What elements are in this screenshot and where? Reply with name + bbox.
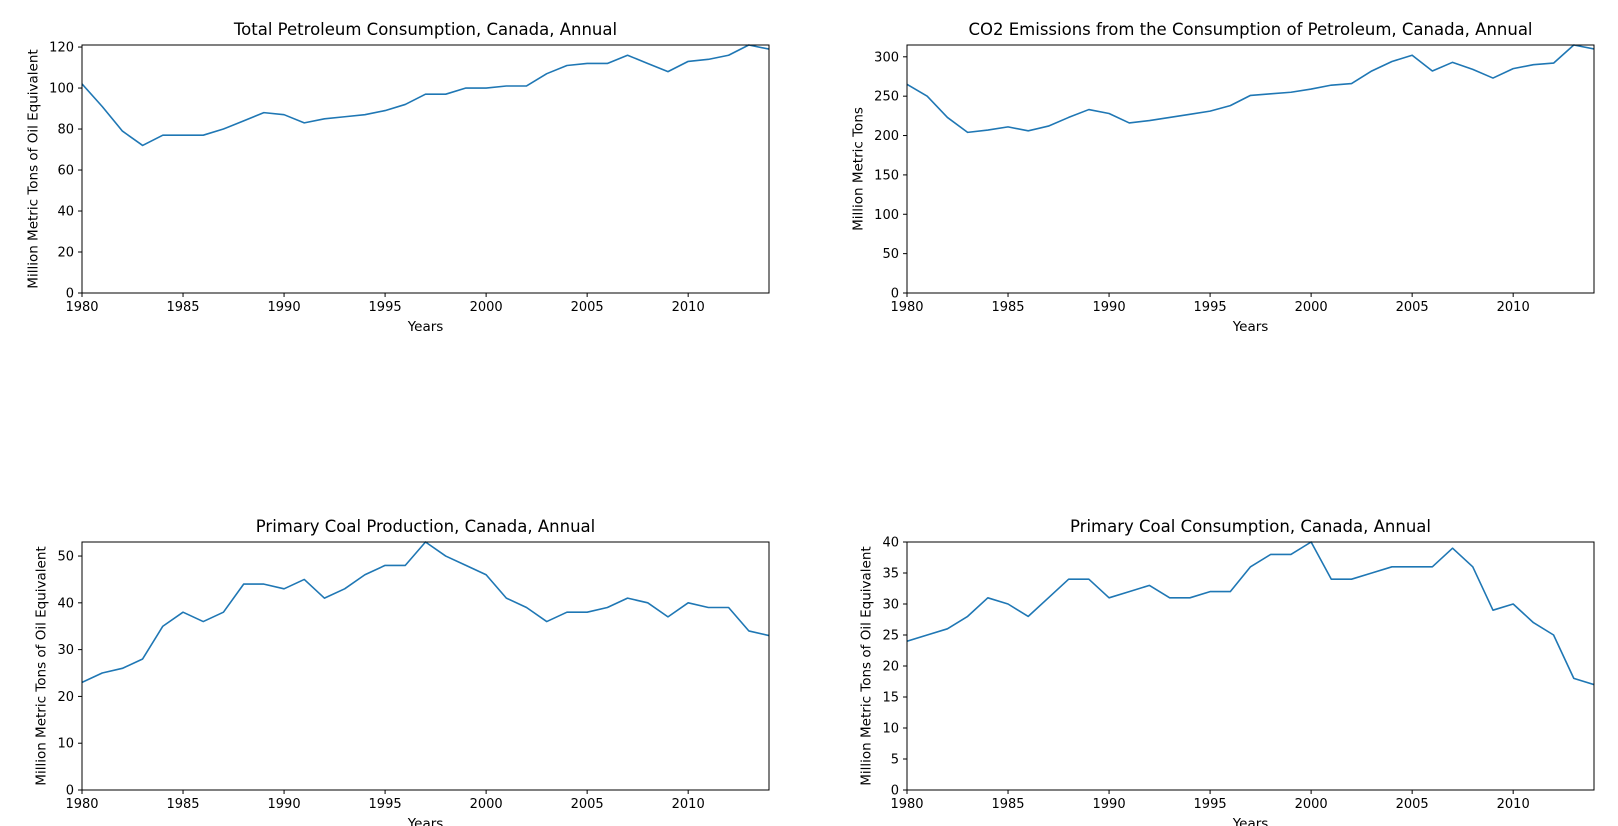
y-tick-label: 10 <box>57 737 74 752</box>
y-tick-label: 200 <box>874 129 899 144</box>
y-tick-label: 35 <box>882 567 899 582</box>
chart-panel-1: 1980 1985 1990 1995 2000 2005 2010 0 20 40 60 80 100… <box>25 20 770 335</box>
chart-title: CO2 Emissions from the Consumption of Pe… <box>968 20 1532 39</box>
series-line-1 <box>82 44 769 147</box>
x-tick-label: 2000 <box>1295 797 1328 812</box>
axes-frame <box>906 541 1595 791</box>
y-tick-label: 100 <box>49 82 74 97</box>
y-tick-label: 20 <box>882 660 899 675</box>
x-tick-label: 2010 <box>1497 797 1530 812</box>
y-tick-label: 25 <box>882 629 899 644</box>
chart-title: Primary Coal Consumption, Canada, Annual <box>1070 517 1431 536</box>
y-tick-label: 10 <box>882 722 899 737</box>
x-tick-label: 1995 <box>1194 797 1227 812</box>
y-tick-label: 40 <box>882 536 899 551</box>
y-tick-label: 0 <box>66 287 74 302</box>
y-tick-label: 0 <box>66 784 74 799</box>
y-tick-label: 100 <box>874 208 899 223</box>
y-tick-label: 40 <box>57 596 74 611</box>
y-axis-label: Million Metric Tons of Oil Equivalent <box>34 546 50 785</box>
x-tick-label: 1985 <box>991 797 1024 812</box>
x-tick-label: 1980 <box>65 300 98 315</box>
x-tick-label: 1980 <box>65 797 98 812</box>
series-line-1 <box>82 541 769 684</box>
x-tick-label: 2000 <box>1295 300 1328 315</box>
x-tick-label: 2000 <box>470 300 503 315</box>
y-tick-label: 150 <box>874 168 899 183</box>
x-tick-label: 2010 <box>1497 300 1530 315</box>
x-tick-label: 1990 <box>268 300 301 315</box>
x-tick-label: 2005 <box>1396 300 1429 315</box>
series-line-1 <box>907 44 1594 134</box>
y-tick-label: 50 <box>57 550 74 565</box>
x-tick-label: 2005 <box>571 300 604 315</box>
x-tick-label: 2005 <box>1396 797 1429 812</box>
x-tick-label: 1990 <box>1093 300 1126 315</box>
x-axis-label: Years <box>407 319 444 335</box>
x-tick-label: 1985 <box>991 300 1024 315</box>
chart-title: Total Petroleum Consumption, Canada, Ann… <box>233 20 617 39</box>
x-tick-label: 2000 <box>470 797 503 812</box>
y-tick-label: 0 <box>891 784 899 799</box>
x-tick-label: 1985 <box>166 300 199 315</box>
y-tick-label: 80 <box>57 123 74 138</box>
y-tick-label: 30 <box>57 643 74 658</box>
x-tick-label: 2010 <box>672 797 705 812</box>
y-tick-label: 120 <box>49 41 74 56</box>
y-tick-label: 30 <box>882 598 899 613</box>
y-tick-label: 250 <box>874 90 899 105</box>
chart-title: Primary Coal Production, Canada, Annual <box>256 517 595 536</box>
axes-frame <box>906 44 1595 294</box>
x-tick-label: 2005 <box>571 797 604 812</box>
y-axis-label: Million Metric Tons of Oil Equivalent <box>25 49 41 288</box>
axes-frame <box>81 44 770 294</box>
y-tick-label: 50 <box>882 247 899 262</box>
x-tick-label: 1990 <box>268 797 301 812</box>
y-tick-label: 0 <box>891 287 899 302</box>
y-tick-label: 40 <box>57 205 74 220</box>
x-tick-label: 1985 <box>166 797 199 812</box>
y-tick-label: 20 <box>57 690 74 705</box>
x-axis-label: Years <box>407 816 444 826</box>
x-tick-label: 1980 <box>890 797 923 812</box>
y-tick-label: 20 <box>57 246 74 261</box>
x-axis-label: Years <box>1232 816 1269 826</box>
y-tick-label: 60 <box>57 164 74 179</box>
x-tick-label: 2010 <box>672 300 705 315</box>
series-line-1 <box>907 541 1594 686</box>
x-tick-label: 1995 <box>369 300 402 315</box>
x-tick-label: 1995 <box>369 797 402 812</box>
x-tick-label: 1980 <box>890 300 923 315</box>
axes-frame <box>81 541 770 791</box>
y-axis-label: Million Metric Tons <box>850 107 866 231</box>
x-axis-label: Years <box>1232 319 1269 335</box>
chart-panel-2: 1980 1985 1990 1995 2000 2005 2010 0 50 100 150 200… <box>850 20 1595 335</box>
y-axis-label: Million Metric Tons of Oil Equivalent <box>859 546 875 785</box>
x-tick-label: 1990 <box>1093 797 1126 812</box>
x-tick-label: 1995 <box>1194 300 1227 315</box>
y-tick-label: 5 <box>891 753 899 768</box>
y-tick-label: 15 <box>882 691 899 706</box>
chart-panel-3: 1980 1985 1990 1995 2000 2005 2010 0 10 20 30 40 50 P… <box>34 517 770 826</box>
y-tick-label: 300 <box>874 50 899 65</box>
chart-panel-4: 1980 1985 1990 1995 2000 2005 2010 0 5 10 15 20 25 30… <box>859 517 1595 826</box>
